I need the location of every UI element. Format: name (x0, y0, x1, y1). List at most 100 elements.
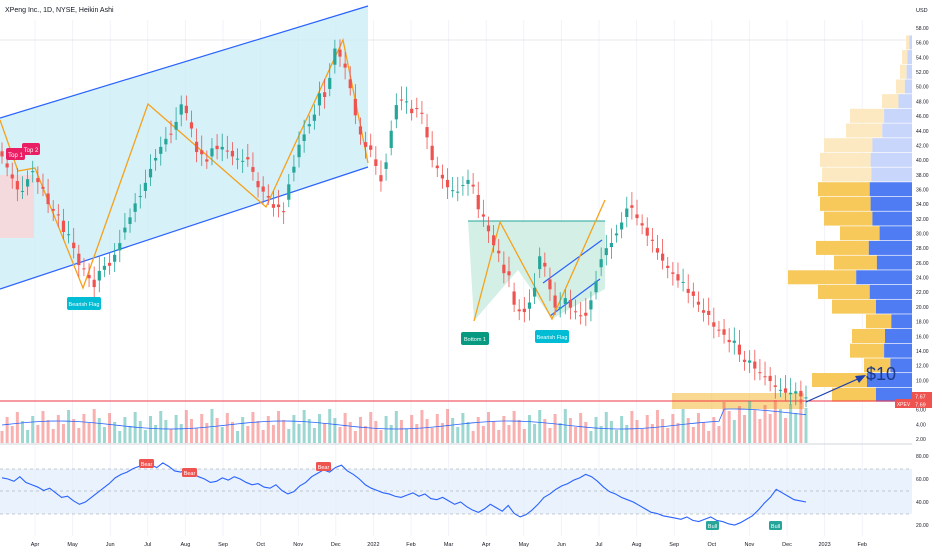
time-axis-bg[interactable] (0, 536, 932, 550)
candle-body (435, 165, 439, 169)
bearish-flag-label-2: Bearish Flag (535, 330, 569, 343)
volume-bar (56, 415, 60, 443)
volume-profile-bar-down (876, 299, 912, 314)
candle-body (251, 167, 255, 172)
volume-bar (615, 430, 619, 443)
candle-body (389, 130, 393, 148)
candle-body (573, 311, 578, 313)
price-axis-tick: 48.00 (916, 99, 929, 105)
volume-bar (5, 417, 9, 443)
candle-body (118, 243, 122, 251)
volume-profile-bar-down (891, 314, 912, 329)
candle-body (61, 220, 66, 233)
candle-body (686, 288, 690, 293)
candle-body (568, 299, 573, 308)
volume-profile-bar-up (852, 329, 885, 343)
volume-profile-bar-up (882, 94, 899, 109)
svg-text:Bull: Bull (771, 524, 780, 530)
volume-bar (635, 420, 639, 443)
volume-profile-bar-down (869, 284, 912, 299)
volume-profile-bar-up (902, 50, 908, 65)
volume-bar (604, 412, 608, 443)
time-axis-tick: Jul (595, 542, 602, 548)
candle-body (307, 124, 311, 127)
volume-bar (456, 427, 460, 443)
candle-body (333, 48, 337, 65)
volume-bar (164, 420, 168, 443)
volume-bar (323, 423, 327, 443)
volume-bar (737, 406, 741, 443)
candle-body (712, 322, 716, 327)
time-axis-tick: Apr (482, 542, 491, 548)
svg-text:Bull: Bull (708, 524, 717, 530)
volume-bar (87, 423, 91, 443)
volume-bar (195, 428, 199, 443)
svg-text:Top 2: Top 2 (24, 148, 39, 154)
volume-bar (446, 409, 450, 443)
volume-bar (548, 428, 552, 443)
volume-bar (138, 421, 142, 443)
time-axis-tick: Apr (31, 542, 40, 548)
volume-bar (533, 424, 537, 443)
volume-bar (256, 421, 260, 443)
candle-body (451, 190, 455, 192)
volume-bar (461, 413, 465, 443)
candle-body (358, 126, 363, 135)
volume-bar (681, 409, 685, 443)
price-axis-bg[interactable] (912, 0, 932, 550)
candle-body (246, 157, 250, 160)
candle-body (430, 145, 434, 161)
volume-profile-bar-up (818, 182, 870, 197)
volume-bar (466, 422, 470, 443)
rsi-bear-label-1: Bear (139, 459, 154, 468)
candle-body (794, 391, 798, 394)
volume-bar (338, 427, 342, 443)
volume-bar (420, 410, 424, 443)
volume-bar (277, 411, 281, 443)
volume-bar (481, 426, 485, 443)
candle-body (553, 295, 557, 308)
candle-body (5, 163, 9, 168)
volume-bar (169, 429, 173, 443)
candle-body (256, 181, 260, 188)
candle-body (691, 291, 695, 296)
candle-body (169, 133, 173, 135)
candle-body (297, 144, 301, 158)
volume-profile-bar-up (832, 387, 876, 402)
double-bottom-pattern-line (473, 199, 606, 322)
volume-bar (415, 424, 419, 443)
volume-bar (778, 409, 782, 443)
volume-bar (440, 423, 444, 443)
volume-bar (671, 414, 675, 443)
candle-body (748, 360, 752, 363)
volume-profile-bar-down (876, 255, 912, 270)
candle-body (302, 134, 306, 142)
currency-label: USD (916, 8, 928, 14)
candle-body (323, 92, 327, 97)
volume-profile-bar-down (872, 138, 912, 153)
time-axis-tick: Dec (782, 542, 792, 548)
candle-body (369, 145, 373, 150)
candle-body (205, 159, 209, 162)
volume-bar (507, 425, 511, 443)
candle-body (799, 390, 803, 397)
volume-profile (788, 35, 912, 402)
rsi-line (1, 462, 807, 526)
price-axis-tick: 10.00 (916, 378, 929, 384)
volume-profile-bar-up (822, 167, 872, 182)
candle-body (579, 315, 583, 317)
candle-body (87, 274, 91, 279)
candle-body (768, 375, 772, 382)
price-axis-tick: 52.00 (916, 70, 929, 76)
candle-body (425, 127, 429, 138)
candle-body (476, 194, 480, 210)
volume-bar (799, 399, 803, 443)
candlesticks (0, 39, 808, 408)
candle-body (532, 287, 537, 297)
volume-bar (655, 410, 659, 443)
volume-bar (589, 431, 593, 443)
price-axis-tick: 20.00 (916, 305, 929, 311)
volume-profile-bar-down (856, 270, 912, 285)
candle-body (46, 193, 50, 205)
